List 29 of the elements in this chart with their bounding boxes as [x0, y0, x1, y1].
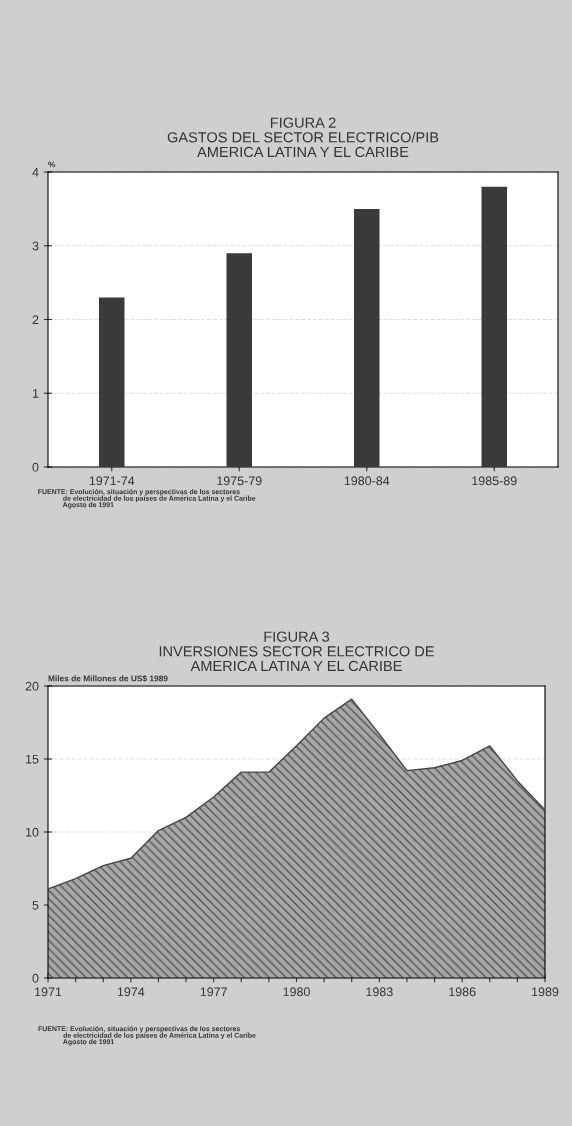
x-tick-label: 1980-84 — [344, 476, 390, 486]
y-tick-label: 4 — [32, 167, 39, 177]
y-tick-label: 10 — [26, 827, 39, 837]
y-tick-label: 2 — [32, 315, 39, 325]
x-tick-label: 1971 — [35, 987, 62, 997]
bar — [226, 253, 252, 467]
x-tick-label: 1977 — [200, 987, 227, 997]
x-tick-label: 1989 — [532, 987, 559, 997]
x-tick-label: 1971-74 — [89, 476, 135, 486]
y-axis-title: % — [48, 161, 56, 168]
x-tick-label: 1983 — [366, 987, 393, 997]
y-tick-label: 3 — [32, 241, 39, 251]
x-tick-label: 1974 — [117, 987, 145, 997]
y-tick-label: 5 — [32, 900, 39, 910]
y-tick-label: 0 — [32, 462, 39, 472]
x-tick-label: 1980 — [283, 987, 310, 997]
y-axis-title: Miles de Millones de US$ 1989 — [48, 675, 168, 682]
bar — [99, 297, 125, 467]
x-tick-label: 1975-79 — [217, 476, 262, 486]
chart-title: FIGURA 2 GASTOS DEL SECTOR ELECTRICO/PIB AMERICA LATINA Y EL CARIBE — [167, 117, 439, 158]
y-tick-label: 1 — [32, 389, 39, 398]
y-tick-label: 20 — [25, 681, 39, 691]
bar — [354, 208, 380, 467]
bar — [481, 186, 507, 467]
x-tick-label: 1986 — [449, 987, 476, 997]
x-tick-label: 1985-89 — [472, 476, 517, 486]
y-tick-label: 15 — [26, 754, 39, 764]
y-tick-label: 0 — [32, 973, 39, 983]
chart-title: FIGURA 3 INVERSIONES SECTOR ELECTRICO DE AMERICA LATINA Y EL CARIBE — [159, 631, 434, 672]
